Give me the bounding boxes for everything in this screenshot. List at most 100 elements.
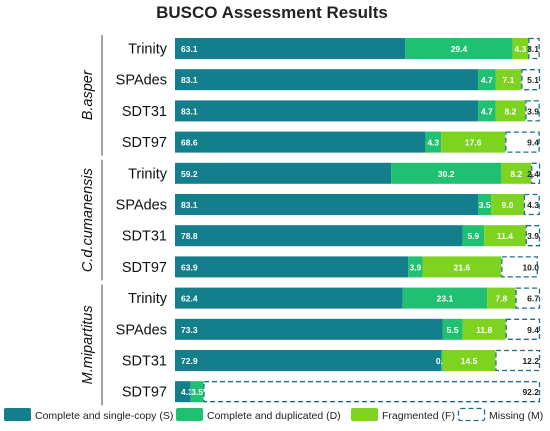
row-label: Trinity [128, 42, 168, 58]
data-label: 5.9 [467, 231, 479, 241]
group-label: B.asper [80, 69, 96, 120]
bar-segment-single-copy [175, 287, 403, 309]
data-label: 68.6 [181, 138, 198, 148]
data-label: 83.1 [181, 75, 198, 85]
data-label: 4.3 [527, 200, 539, 210]
data-label: 3.9 [409, 262, 421, 272]
row-label: SPAdes [116, 322, 167, 338]
data-label: 7.1 [503, 75, 515, 85]
bar-segment-fragmented [495, 69, 522, 91]
data-label: 29.4 [451, 44, 468, 54]
data-label: 0.4 [436, 356, 448, 366]
bar-segment-fragmented [491, 194, 524, 215]
bar-segment-missing [525, 225, 541, 247]
row-label: SDT31 [122, 104, 167, 120]
bar-segment-duplicated [190, 381, 204, 403]
row-label: Trinity [128, 291, 168, 307]
data-label: 11.8 [476, 325, 492, 335]
bar-segment-missing [525, 100, 540, 122]
data-label: 78.8 [181, 231, 198, 241]
bar-segment-single-copy [175, 256, 409, 278]
data-label: 30.2 [438, 169, 455, 179]
data-label: 4.7 [481, 75, 493, 85]
data-label: 8.2 [510, 169, 522, 179]
data-label: 4.7 [481, 106, 493, 116]
row-label: SPAdes [116, 198, 167, 214]
legend-label: Complete and single-copy (S) [35, 410, 173, 422]
bar-segment-fragmented [484, 225, 526, 247]
bar-segment-missing [203, 381, 541, 403]
data-label: 3.9 [527, 106, 539, 116]
data-label: 9.4 [527, 325, 539, 335]
data-label: 14.5 [461, 356, 478, 366]
data-label: 3.5 [479, 200, 491, 210]
data-label: 4.3 [515, 44, 527, 54]
bar-segment-fragmented [462, 318, 506, 340]
bar-segment-missing [495, 349, 541, 372]
bar-segment-single-copy [175, 162, 392, 184]
data-label: 83.1 [181, 200, 198, 210]
data-label: 72.9 [181, 356, 198, 366]
data-label: 59.2 [181, 169, 198, 179]
group-labels: B.asper C.d.cumanensis M.mipartitus [80, 35, 103, 406]
bar-segment-fragmented [495, 100, 526, 122]
data-label: 4.3 [181, 387, 193, 397]
bar-segment-single-copy [175, 38, 406, 59]
legend-swatch [176, 408, 203, 421]
bar-segment-single-copy [175, 194, 479, 215]
legend: Complete and single-copy (S) Complete and… [4, 407, 543, 422]
bar-segment-duplicated [425, 131, 442, 153]
data-label: 3.5 [191, 387, 203, 397]
data-label: 8.2 [505, 106, 517, 116]
data-label: 5.5 [447, 325, 459, 335]
data-label: 63.9 [181, 262, 198, 272]
data-label: 4.3 [427, 138, 439, 148]
data-label: 10.0 [522, 262, 539, 272]
bar-segment-fragmented [442, 350, 496, 371]
bar-segment-fragmented [487, 287, 516, 309]
data-label: 62.4 [181, 294, 198, 304]
data-label: 9.4 [527, 138, 539, 148]
bar-segment-fragmented [512, 38, 529, 59]
row-label: SPAdes [116, 73, 167, 89]
bar-segment-missing [505, 318, 541, 340]
data-label: 2.4 [527, 169, 539, 179]
bar-segment-missing [505, 131, 540, 153]
bar-segment-duplicated [478, 69, 496, 91]
row-label: SDT31 [122, 229, 167, 245]
row-label: SDT31 [122, 354, 167, 370]
bar-segment-single-copy [175, 381, 191, 403]
row-label: SDT97 [122, 260, 167, 276]
bar-segment-missing [501, 256, 538, 278]
row-label: SDT97 [122, 385, 167, 401]
legend-swatch [4, 408, 31, 421]
data-label: 9.0 [502, 200, 514, 210]
data-label: 23.1 [437, 294, 454, 304]
bar-segment-duplicated [402, 287, 488, 309]
legend-label: Fragmented (F) [382, 410, 455, 422]
row-label: SDT97 [122, 135, 167, 151]
bar-segment-missing [521, 69, 541, 91]
bar-segment-missing [528, 37, 540, 60]
bar-segment-duplicated [478, 100, 496, 122]
row-label: Trinity [128, 166, 168, 182]
data-label: 11.4 [497, 231, 513, 241]
bar-segment-duplicated [408, 256, 423, 278]
data-label: 63.1 [181, 44, 198, 54]
legend-label: Missing (M) [489, 410, 543, 422]
data-label: 5.1 [527, 75, 539, 85]
bar-segment-duplicated [391, 162, 502, 184]
bar-segment-fragmented [422, 256, 502, 278]
bar-segment-duplicated [441, 350, 443, 371]
data-label: 3.9 [527, 231, 539, 241]
bar-segment-single-copy [175, 131, 426, 153]
bar-segment-single-copy [175, 69, 479, 91]
group-label: C.d.cumanensis [80, 168, 96, 272]
data-label: 92.2 [522, 387, 539, 397]
bar-segment-single-copy [175, 318, 443, 340]
data-label: 83.1 [181, 106, 198, 116]
data-label: 21.6 [454, 262, 471, 272]
bar-segment-single-copy [175, 225, 463, 247]
